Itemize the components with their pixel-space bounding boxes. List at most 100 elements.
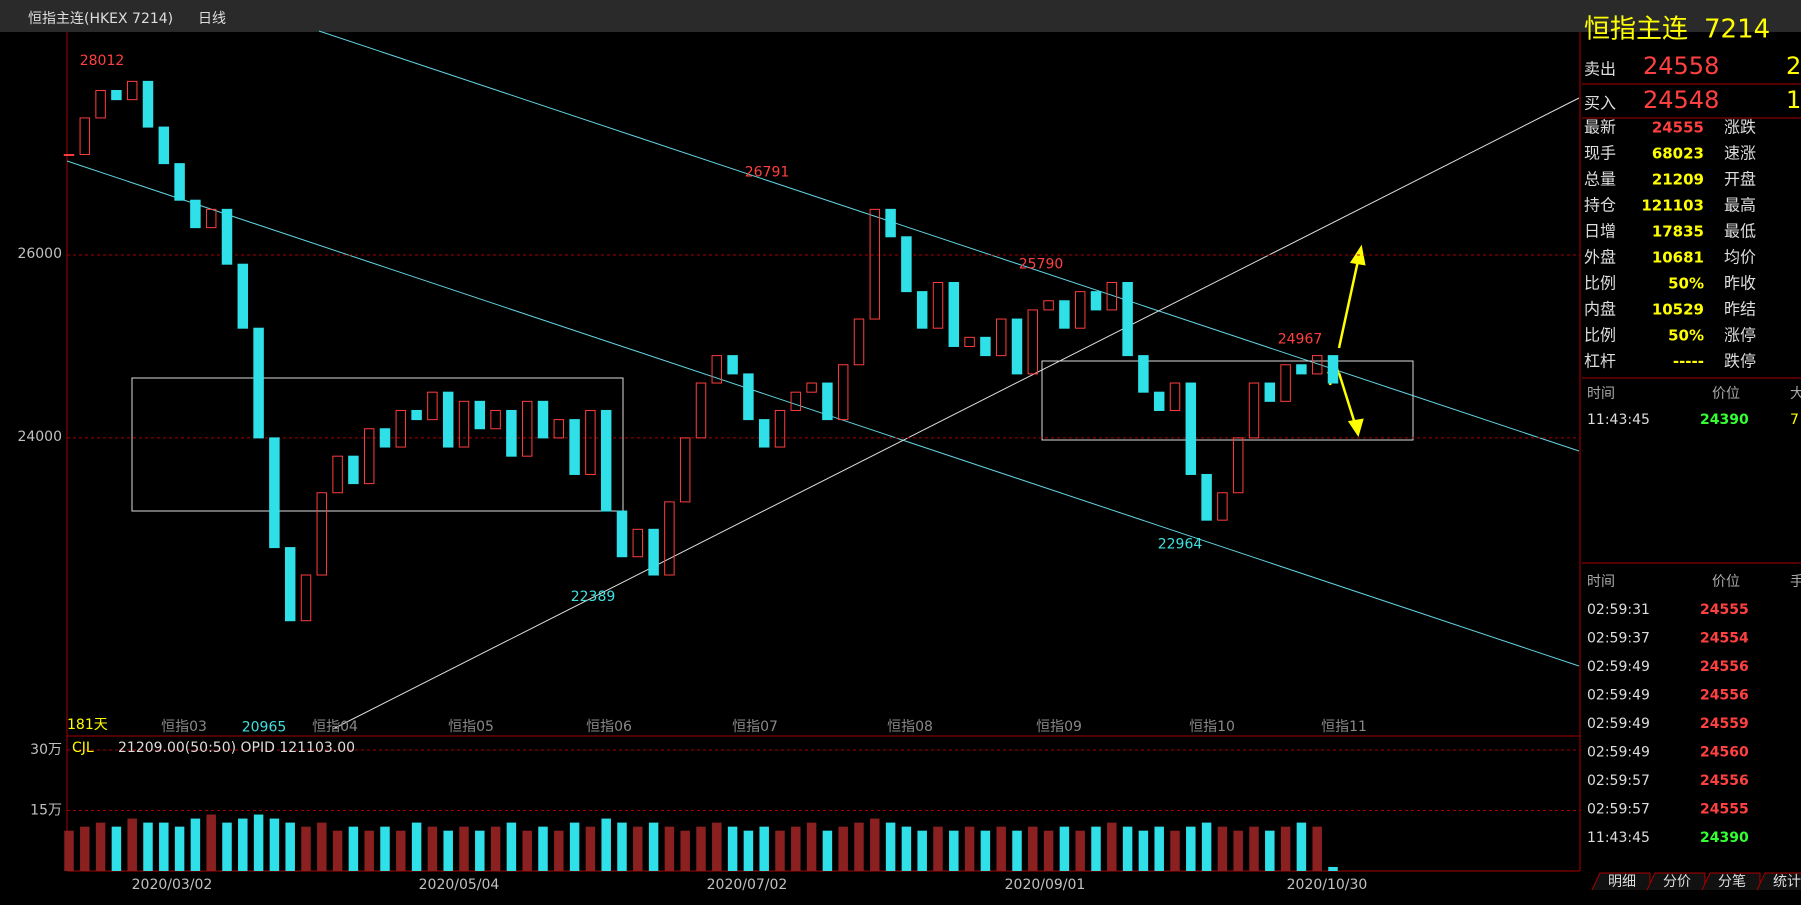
row-label: 总量 — [1584, 170, 1616, 189]
time: 02:59:31 — [1587, 602, 1650, 618]
candle — [948, 281, 960, 347]
col-header: 时间 — [1587, 386, 1615, 402]
price: 24560 — [1700, 745, 1749, 761]
row-label: 跌停 — [1724, 352, 1756, 371]
volume-bar — [222, 822, 232, 871]
candle — [964, 336, 975, 347]
tab[interactable] — [1591, 872, 1651, 891]
candle — [1122, 281, 1133, 357]
candle — [1074, 291, 1086, 329]
volume-bar — [569, 822, 580, 871]
candle — [1296, 364, 1307, 375]
candle — [1311, 355, 1323, 375]
quote-name: 恒指主连 — [1584, 15, 1688, 45]
row-label: 最高 — [1724, 196, 1756, 215]
volume-bar — [917, 830, 927, 871]
candle — [395, 409, 407, 448]
volume-bar — [443, 830, 453, 871]
volume-bar — [1154, 826, 1164, 871]
time: 11:43:45 — [1587, 830, 1650, 846]
volume-bar — [585, 826, 596, 871]
volume-bar — [190, 818, 201, 871]
candle — [458, 400, 470, 448]
price-annotation: 20965 — [242, 719, 287, 735]
tab-label[interactable]: 统计 — [1773, 874, 1801, 890]
price: 24559 — [1700, 716, 1749, 732]
span-label: 181天 — [67, 717, 108, 733]
volume-bar — [206, 814, 216, 871]
month-label: 恒指04 — [312, 719, 358, 735]
candle — [1043, 300, 1054, 311]
row-label: 涨跌 — [1724, 118, 1756, 137]
side-price: 24558 — [1643, 52, 1719, 80]
tab-label[interactable]: 分笔 — [1718, 874, 1746, 890]
trend-line — [332, 97, 1580, 730]
date-label: 2020/10/30 — [1287, 877, 1368, 893]
row-label: 日增 — [1584, 222, 1616, 241]
volume-bar — [1028, 826, 1038, 871]
candle — [1106, 281, 1118, 311]
volume-bar — [143, 822, 153, 871]
volume-bar — [301, 826, 311, 871]
candle — [95, 90, 106, 119]
time: 02:59:57 — [1587, 773, 1650, 789]
candle — [490, 409, 501, 430]
candle — [1169, 382, 1181, 411]
row-label: 比例 — [1584, 326, 1616, 345]
candle — [126, 80, 138, 101]
volume-bar — [554, 830, 564, 871]
volume-bar — [949, 830, 959, 871]
candle — [237, 263, 249, 329]
time: 02:59:37 — [1587, 631, 1650, 647]
volume-bar — [490, 826, 501, 871]
row-label: 杠杆 — [1584, 352, 1616, 371]
candle — [1027, 309, 1039, 375]
arrows — [1326, 244, 1366, 437]
volume-bar — [775, 830, 785, 871]
candle — [853, 318, 865, 366]
volume-bar — [759, 826, 769, 871]
volume-bar — [64, 830, 74, 871]
row-label: 昨收 — [1724, 274, 1756, 293]
volume-bar — [364, 830, 374, 871]
month-label: 恒指11 — [1321, 719, 1367, 735]
candle — [932, 281, 944, 329]
tab-label[interactable]: 分价 — [1663, 874, 1691, 890]
side-label: 卖出 — [1584, 60, 1616, 79]
candle — [1264, 382, 1276, 402]
candle — [695, 382, 707, 439]
candle — [427, 391, 438, 421]
col-header: 大 — [1790, 386, 1801, 402]
candle — [585, 409, 596, 475]
candle — [300, 574, 312, 622]
period[interactable]: 日线 — [198, 11, 226, 27]
volume-bar — [1328, 866, 1338, 871]
tab[interactable] — [1701, 872, 1761, 891]
candle — [901, 236, 912, 293]
y-tick-label: 24000 — [17, 429, 62, 445]
volume-bar — [1280, 826, 1291, 871]
candle — [664, 501, 675, 576]
volume-bar — [127, 818, 137, 871]
row-label: 比例 — [1584, 274, 1616, 293]
tab[interactable] — [1756, 872, 1801, 891]
volume-bar — [317, 822, 327, 871]
volume-bar — [838, 826, 848, 871]
candle — [190, 199, 201, 229]
candle — [442, 391, 454, 448]
candle — [506, 409, 517, 457]
volume-bar — [1107, 822, 1117, 871]
tab[interactable] — [1646, 872, 1706, 891]
volume-bar — [1186, 826, 1196, 871]
volume-bar — [159, 822, 169, 871]
volume-bar — [1312, 826, 1322, 871]
candle — [743, 373, 754, 421]
y-tick-label: 26000 — [17, 246, 62, 262]
quote-code: 7214 — [1704, 15, 1770, 45]
row-label: 涨停 — [1724, 326, 1756, 345]
candle — [253, 327, 264, 439]
tab-label[interactable]: 明细 — [1608, 874, 1636, 890]
price-annotation: 24967 — [1278, 331, 1323, 347]
volume-bar — [1075, 830, 1085, 871]
